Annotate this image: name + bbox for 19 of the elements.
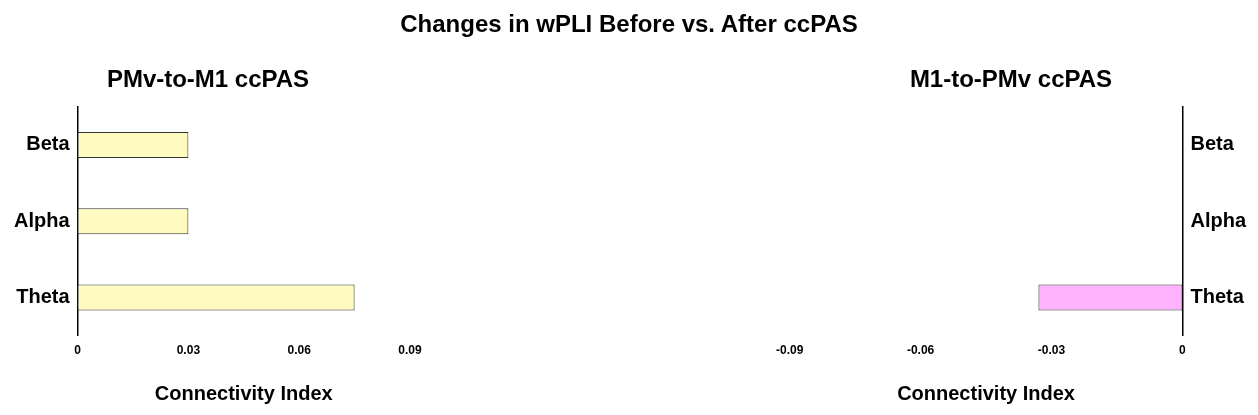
x-tick-label: 0.06	[287, 343, 312, 358]
y-tick-label: Beta	[26, 132, 71, 155]
x-tick-label: 0.09	[398, 343, 422, 358]
y-tick-label: Alpha	[1190, 208, 1247, 231]
x-axis-title: Connectivity Index	[154, 381, 333, 404]
y-tick-label: Beta	[1190, 132, 1235, 155]
y-tick-label: Alpha	[13, 208, 71, 231]
chart-subtitle: PMv-to-M1 ccPAS	[106, 65, 310, 93]
chart-title: M1-to-PMv ccPAS	[909, 65, 1113, 93]
x-tick-label: -0.03	[1037, 343, 1066, 358]
x-tick-label: -0.09	[776, 343, 804, 358]
x-tick-label: -0.06	[906, 343, 935, 358]
text: Changes in wPLI Before vs. After ccPAS	[399, 10, 859, 38]
y-tick-label: Theta	[1190, 284, 1245, 307]
y-tick-label: Theta	[16, 284, 71, 307]
x-tick-label: 0	[74, 343, 82, 358]
x-tick-label: 0	[1179, 343, 1187, 358]
x-axis-title: Connectivity Index	[897, 381, 1075, 404]
x-tick-label: 0.03	[176, 343, 201, 358]
